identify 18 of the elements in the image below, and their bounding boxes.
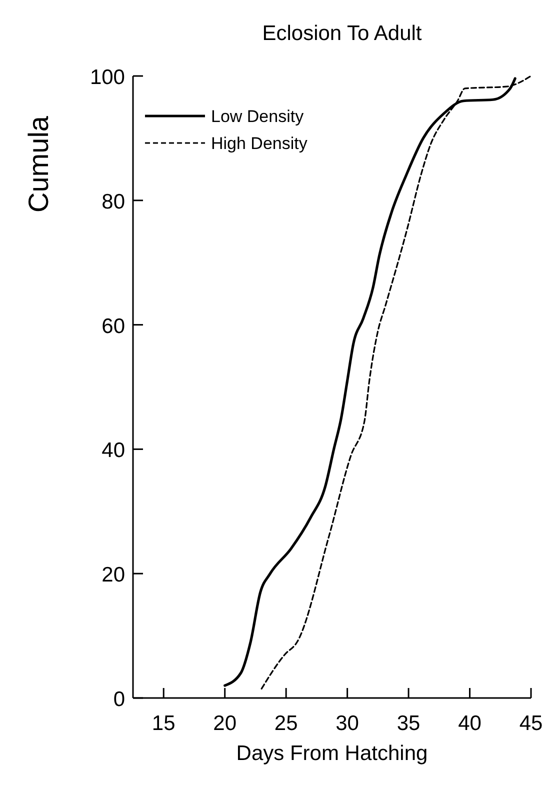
x-tick-label: 45 <box>519 712 543 735</box>
y-tick-label: 80 <box>102 190 125 214</box>
y-tick-label: 60 <box>102 314 125 338</box>
y-tick-label: 40 <box>102 439 125 462</box>
y-axis-title: Cumula <box>23 116 54 212</box>
x-tick-label: 35 <box>396 712 420 735</box>
legend-label: High Density <box>211 134 308 153</box>
y-tick-label: 0 <box>113 688 125 711</box>
x-tick-label: 15 <box>152 712 176 735</box>
x-tick-label: 20 <box>213 712 237 735</box>
legend-label: Low Density <box>211 107 304 126</box>
y-tick-label: 100 <box>90 66 125 89</box>
chart-title: Eclosion To Adult <box>262 22 422 45</box>
x-tick-label: 25 <box>274 712 298 735</box>
x-tick-label: 30 <box>336 712 359 735</box>
y-tick-label: 20 <box>102 564 125 587</box>
x-axis-title: Days From Hatching <box>236 742 428 765</box>
x-tick-label: 40 <box>458 712 482 735</box>
